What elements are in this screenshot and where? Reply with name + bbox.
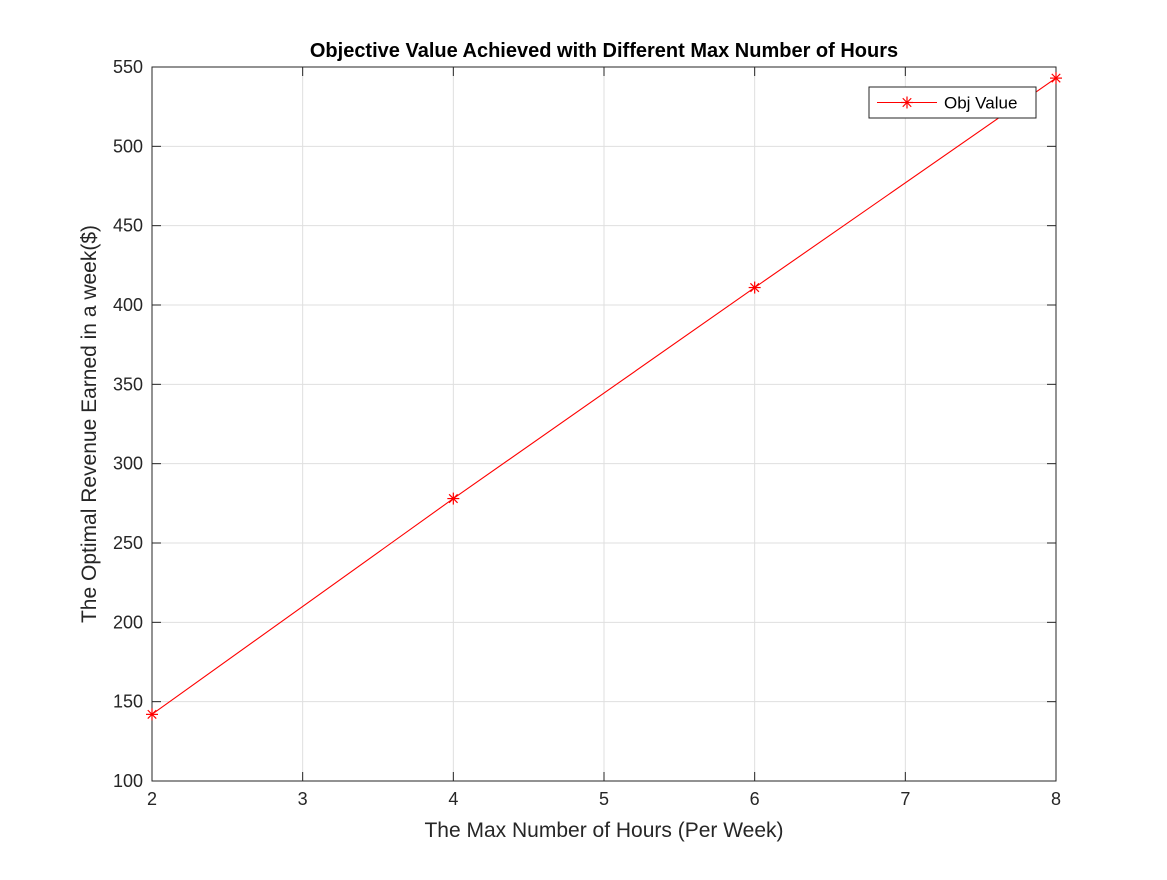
y-tick-label: 150 — [113, 692, 143, 712]
marker-stroke — [902, 97, 912, 108]
y-tick-label: 200 — [113, 612, 143, 632]
marker-stroke — [1051, 73, 1061, 83]
y-tick-label: 300 — [113, 454, 143, 474]
y-tick-label: 400 — [113, 295, 143, 315]
legend-asterisk-marker — [901, 96, 913, 109]
marker-stroke — [749, 282, 760, 293]
x-tick-label: 5 — [599, 789, 609, 809]
chart-title: Objective Value Achieved with Different … — [310, 40, 898, 62]
marker-stroke — [147, 709, 157, 720]
legend: Obj Value — [868, 86, 1037, 119]
y-tick-label: 450 — [113, 216, 143, 236]
x-tick-label: 6 — [750, 789, 760, 809]
x-tick-label: 8 — [1051, 789, 1061, 809]
y-tick-label: 350 — [113, 374, 143, 394]
x-tick-label: 7 — [900, 789, 910, 809]
y-tick-label: 100 — [113, 771, 143, 791]
marker-stroke — [448, 493, 459, 504]
y-tick-label: 550 — [113, 57, 143, 77]
x-tick-label: 2 — [147, 789, 157, 809]
y-tick-label: 500 — [113, 136, 143, 156]
data-point-marker — [748, 281, 761, 294]
data-point-marker — [146, 708, 158, 721]
x-axis-label: The Max Number of Hours (Per Week) — [424, 819, 783, 842]
data-point-marker — [1050, 72, 1062, 85]
legend-entry-label: Obj Value — [944, 94, 1017, 113]
axis-ticks: 2 3 4 5 6 7 8 100 150 200 250 300 350 400 450 500 550 — [113, 57, 1061, 809]
x-tick-label: 4 — [448, 789, 458, 809]
series-line-obj-value — [151, 77, 1057, 715]
legend-marker-asterisk — [901, 96, 913, 109]
series-layer — [146, 72, 1062, 721]
y-axis-label: The Optimal Revenue Earned in a week($) — [78, 225, 101, 623]
data-point-marker — [447, 492, 460, 505]
y-tick-label: 250 — [113, 533, 143, 553]
x-tick-label: 3 — [298, 789, 308, 809]
